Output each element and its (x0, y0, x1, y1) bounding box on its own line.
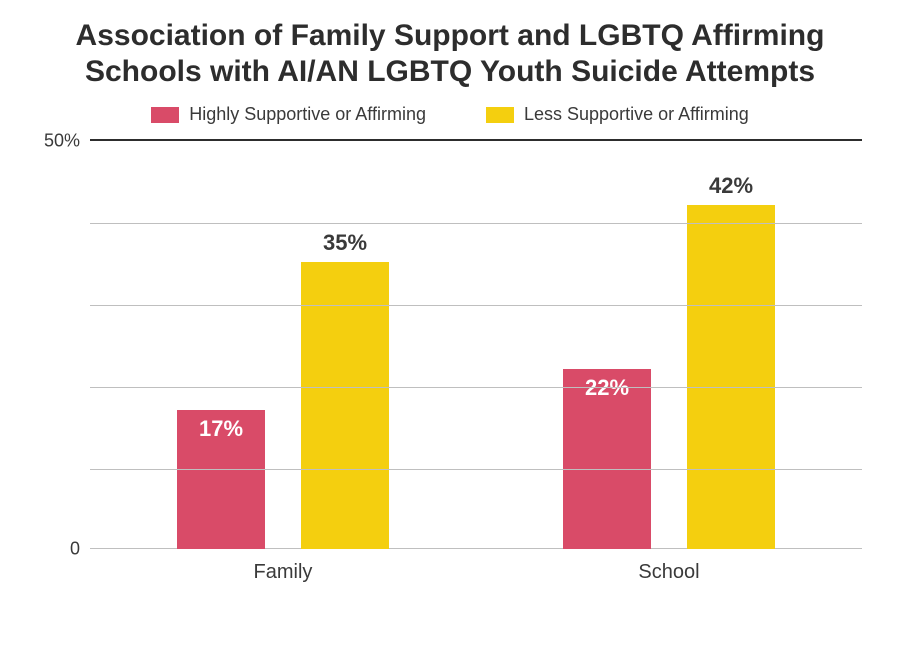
legend-label-high: Highly Supportive or Affirming (189, 104, 426, 125)
ytick-top: 50% (44, 131, 90, 152)
bar-value-label: 35% (301, 230, 389, 256)
bar-groups: 17% 35% 22% 42% (90, 141, 862, 549)
plot-area: 50% 0 17%35%22%42% (90, 139, 862, 549)
legend-label-less: Less Supportive or Affirming (524, 104, 749, 125)
ytick-bottom: 0 (70, 539, 90, 560)
chart-container: Association of Family Support and LGBTQ … (0, 0, 900, 666)
legend-swatch-less (486, 107, 514, 123)
bar-value-label: 17% (177, 416, 265, 442)
x-axis: FamilySchool (90, 555, 862, 599)
gridline (90, 469, 862, 470)
bar-high: 22% (563, 369, 651, 549)
bar-group: 22% 42% (476, 141, 862, 549)
gridline (90, 223, 862, 224)
plot: 50% 0 17%35%22%42% FamilySchool (90, 139, 862, 599)
bar-less: 42% (687, 205, 775, 549)
gridline (90, 387, 862, 388)
legend-item-less: Less Supportive or Affirming (486, 104, 749, 125)
legend: Highly Supportive or Affirming Less Supp… (28, 104, 872, 125)
bar-high: 17% (177, 410, 265, 549)
bar-value-label: 42% (687, 173, 775, 199)
gridline (90, 305, 862, 306)
bar-group: 17% 35% (90, 141, 476, 549)
legend-item-high: Highly Supportive or Affirming (151, 104, 426, 125)
x-category-label: School (476, 555, 862, 599)
x-category-label: Family (90, 555, 476, 599)
chart-title: Association of Family Support and LGBTQ … (28, 18, 872, 90)
legend-swatch-high (151, 107, 179, 123)
